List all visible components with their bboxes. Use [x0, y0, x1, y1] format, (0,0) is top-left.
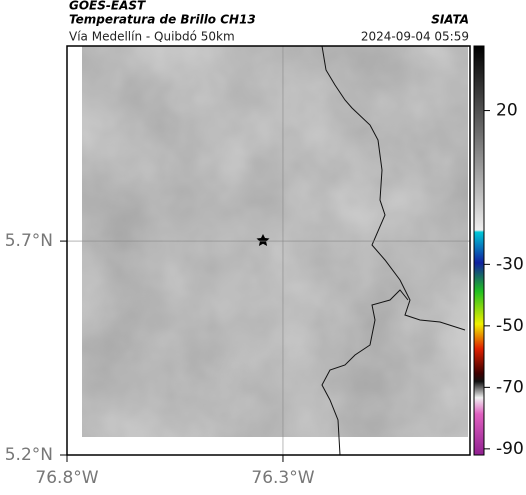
datetime: 2024-09-04 05:59 [361, 30, 469, 44]
satellite: GOES-EAST [69, 0, 146, 13]
route: Vía Medellín - Quibdó 50km [69, 30, 235, 44]
colorbar-tick-label: -30 [496, 254, 524, 274]
product: Temperatura de Brillo CH13 [69, 13, 256, 27]
colorbar-tick-label: -70 [496, 377, 524, 397]
map-frame [66, 45, 471, 456]
map-image [82, 46, 468, 455]
lon-tick-label: 76.8°W [35, 468, 98, 488]
lat-tick-label: 5.7°N [5, 231, 53, 251]
colorbar [473, 45, 485, 456]
lon-tick-label: 76.3°W [251, 468, 314, 488]
colorbar-tick-label: 20 [496, 101, 518, 121]
lat-tick-label: 5.2°N [5, 445, 53, 465]
colorbar-tick-label: -50 [496, 316, 524, 336]
colorbar-tick-label: -90 [496, 439, 524, 459]
source: SIATA [431, 13, 469, 27]
